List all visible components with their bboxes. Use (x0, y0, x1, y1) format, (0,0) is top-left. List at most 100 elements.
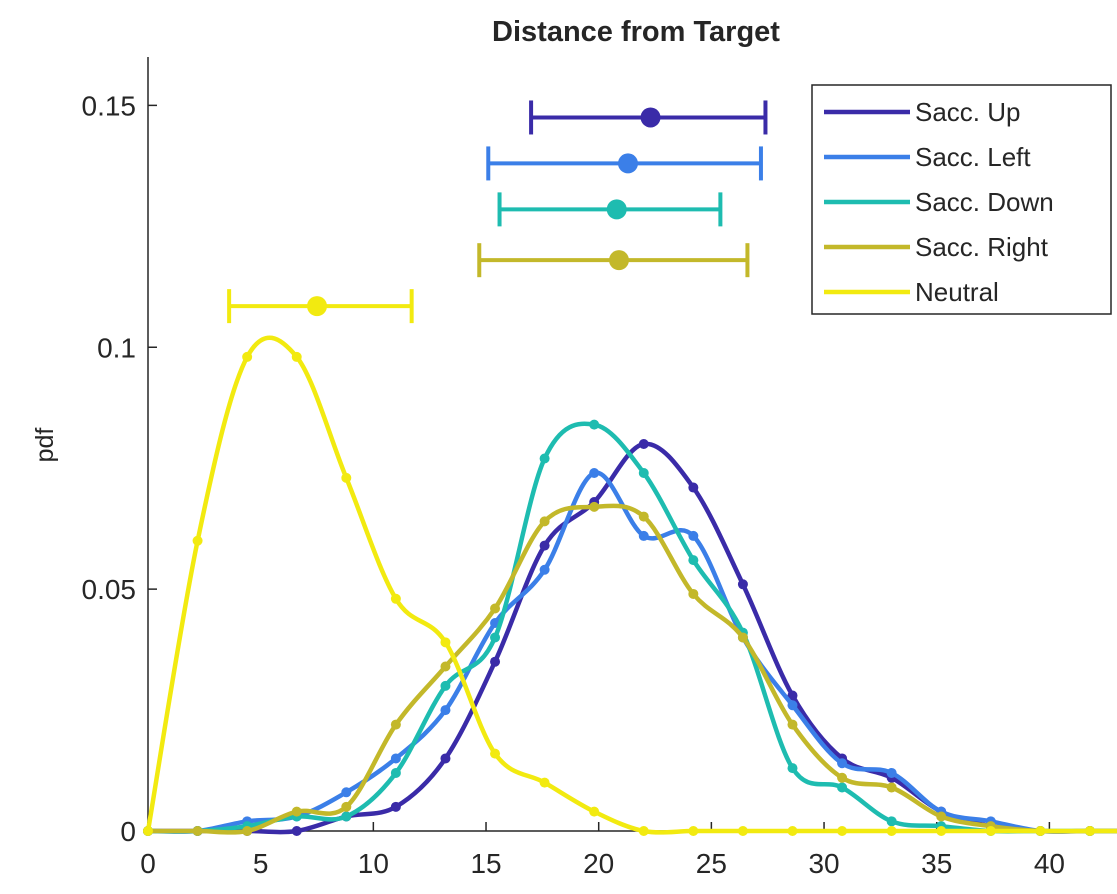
data-point (440, 681, 450, 691)
x-tick-label: 5 (253, 848, 269, 879)
data-point (688, 555, 698, 565)
series-line (148, 338, 1117, 833)
legend-label: Sacc. Up (915, 97, 1021, 127)
data-point (936, 811, 946, 821)
data-point (540, 565, 550, 575)
chart-title: Distance from Target (492, 16, 780, 48)
data-point (1035, 826, 1045, 836)
y-tick-label: 0 (120, 816, 136, 847)
data-point (787, 700, 797, 710)
errorbar-layer (229, 100, 765, 323)
data-point (341, 473, 351, 483)
y-tick-label: 0.05 (82, 574, 137, 605)
data-point (540, 541, 550, 551)
y-tick-label: 0.1 (97, 332, 136, 363)
data-point (639, 468, 649, 478)
y-tick-label: 0.15 (82, 90, 137, 121)
legend-label: Sacc. Down (915, 187, 1054, 217)
errorbar (500, 192, 721, 226)
data-point (589, 807, 599, 817)
y-axis-label: pdf (31, 428, 59, 463)
data-point (292, 807, 302, 817)
data-point (341, 811, 351, 821)
data-point (391, 802, 401, 812)
data-point (490, 657, 500, 667)
x-tick-label: 20 (583, 848, 614, 879)
series-line (148, 473, 1117, 832)
x-tick-label: 35 (921, 848, 952, 879)
series-2 (143, 420, 1117, 836)
series-1 (143, 468, 1117, 836)
errorbar (488, 146, 761, 180)
errorbar-mean-marker (609, 250, 629, 270)
data-point (193, 536, 203, 546)
data-point (540, 516, 550, 526)
data-point (391, 720, 401, 730)
data-point (242, 826, 252, 836)
series-line (148, 444, 1117, 832)
data-point (837, 826, 847, 836)
data-point (490, 603, 500, 613)
data-point (887, 816, 897, 826)
data-point (540, 454, 550, 464)
series-4 (143, 338, 1117, 836)
data-point (440, 753, 450, 763)
data-point (341, 787, 351, 797)
legend-label: Neutral (915, 277, 999, 307)
errorbar (531, 100, 765, 134)
data-point (341, 802, 351, 812)
data-point (986, 826, 996, 836)
data-point (639, 826, 649, 836)
errorbar-mean-marker (618, 153, 638, 173)
data-point (688, 826, 698, 836)
data-point (639, 512, 649, 522)
data-point (589, 420, 599, 430)
data-point (787, 826, 797, 836)
data-point (738, 633, 748, 643)
errorbar-mean-marker (607, 199, 627, 219)
data-point (540, 778, 550, 788)
x-tick-label: 10 (358, 848, 389, 879)
legend-label: Sacc. Right (915, 232, 1049, 262)
data-point (391, 594, 401, 604)
legend-label: Sacc. Left (915, 142, 1031, 172)
data-point (292, 352, 302, 362)
data-point (688, 531, 698, 541)
x-tick-label: 30 (808, 848, 839, 879)
series-line (148, 506, 1117, 833)
data-point (242, 352, 252, 362)
data-point (391, 768, 401, 778)
errorbar-mean-marker (641, 107, 661, 127)
data-point (193, 826, 203, 836)
data-point (837, 758, 847, 768)
data-point (688, 589, 698, 599)
data-point (639, 531, 649, 541)
data-point (688, 483, 698, 493)
series-0 (143, 439, 1117, 836)
data-point (292, 826, 302, 836)
data-point (589, 468, 599, 478)
errorbar (229, 289, 412, 323)
data-point (837, 782, 847, 792)
data-point (589, 502, 599, 512)
data-point (440, 662, 450, 672)
data-point (738, 579, 748, 589)
data-point (1085, 826, 1095, 836)
series-layer (143, 338, 1117, 836)
data-point (837, 773, 847, 783)
data-point (787, 763, 797, 773)
data-point (887, 768, 897, 778)
x-tick-label: 15 (470, 848, 501, 879)
data-point (143, 826, 153, 836)
data-point (440, 637, 450, 647)
data-point (738, 826, 748, 836)
errorbar-mean-marker (307, 296, 327, 316)
data-point (936, 826, 946, 836)
data-point (490, 633, 500, 643)
data-point (787, 720, 797, 730)
x-tick-label: 40 (1034, 848, 1065, 879)
series-line (148, 424, 1117, 832)
x-tick-label: 25 (696, 848, 727, 879)
